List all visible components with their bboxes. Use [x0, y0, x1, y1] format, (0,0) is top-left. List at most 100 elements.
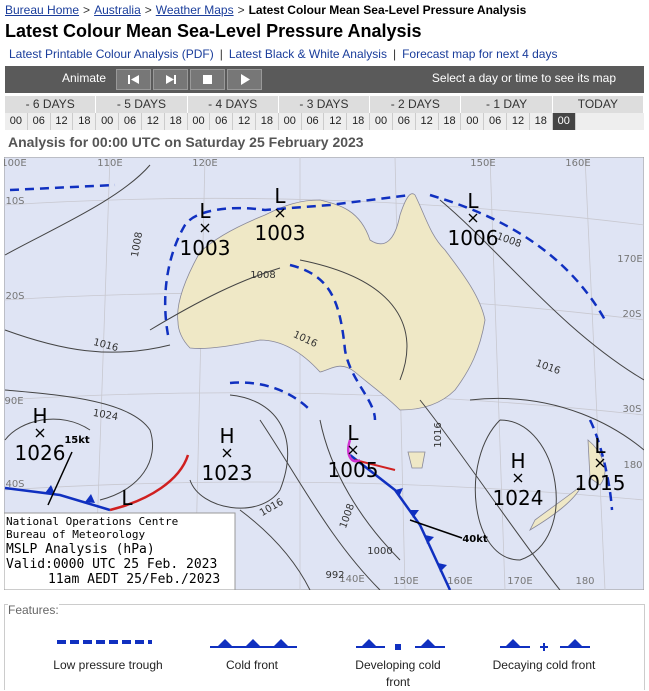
- breadcrumb-separator: >: [144, 3, 152, 17]
- hour-cell[interactable]: 12: [507, 113, 530, 130]
- grid-label: 10S: [5, 196, 24, 207]
- center-mark: [348, 445, 358, 455]
- header-link[interactable]: Latest Printable Colour Analysis (PDF): [9, 47, 214, 61]
- hour-cell[interactable]: 00: [188, 113, 211, 130]
- feature-symbols: [57, 639, 590, 651]
- center-mark: [513, 473, 523, 483]
- hour-cell[interactable]: 18: [73, 113, 97, 130]
- hour-cell[interactable]: 06: [28, 113, 51, 130]
- breadcrumb-link[interactable]: Bureau Home: [5, 3, 80, 17]
- toolbar: Animate Select a day or time to see its …: [5, 66, 644, 93]
- system-symbol: L: [199, 199, 211, 223]
- feature-label: Cold front: [225, 658, 279, 672]
- hour-cell[interactable]: 00: [5, 113, 28, 130]
- grid-label: 110E: [97, 158, 122, 169]
- system-symbol: L: [594, 434, 606, 458]
- day-column: - 5 DAYS 00 06 12 18: [96, 96, 188, 131]
- hour-cell[interactable]: 00: [279, 113, 302, 130]
- day-label[interactable]: - 1 DAY: [461, 96, 553, 113]
- hour-cell[interactable]: 18: [347, 113, 371, 130]
- day-label[interactable]: - 6 DAYS: [5, 96, 97, 113]
- hour-cell[interactable]: 06: [393, 113, 416, 130]
- system-pressure: 1026: [15, 441, 66, 465]
- hour-cell[interactable]: 00: [96, 113, 120, 130]
- hour-cell[interactable]: 00: [552, 113, 576, 130]
- hour-row: 00 06 12 18: [96, 113, 188, 130]
- hour-cell[interactable]: 12: [233, 113, 256, 130]
- isobar-label: 1008: [130, 231, 145, 258]
- hour-cell[interactable]: 18: [439, 113, 462, 130]
- header-link[interactable]: Forecast map for next 4 days: [402, 47, 558, 61]
- hour-cell[interactable]: 12: [142, 113, 165, 130]
- toolbar-hint: Select a day or time to see its map: [431, 71, 616, 85]
- day-column: - 4 DAYS 00 06 12 18: [187, 96, 279, 131]
- links: Latest Printable Colour Analysis (PDF) | L…: [9, 47, 557, 61]
- hour-row: 00 06 12 18: [370, 113, 462, 130]
- grid-label: 150E: [470, 158, 495, 169]
- page-title: Latest Colour Mean Sea-Level Pressure An…: [5, 21, 422, 41]
- grid-label: 30S: [622, 404, 641, 415]
- day-label[interactable]: - 5 DAYS: [96, 96, 188, 113]
- step-button[interactable]: [153, 69, 188, 90]
- day-label[interactable]: - 2 DAYS: [370, 96, 462, 113]
- isobar-label: 992: [325, 570, 344, 581]
- grid-label: 180: [623, 460, 642, 471]
- info-text: Valid:0000 UTC 25 Feb. 2023: [6, 557, 217, 572]
- hour-cell[interactable]: 18: [256, 113, 279, 130]
- day-column: - 3 DAYS 00 06 12 18: [278, 96, 371, 131]
- header-link[interactable]: Latest Black & White Analysis: [228, 47, 387, 61]
- center-mark: [468, 213, 478, 223]
- hour-row: 00 06 12 18: [5, 113, 97, 130]
- center-mark: [595, 458, 605, 468]
- hour-cell[interactable]: 06: [210, 113, 234, 130]
- wind-label: 40kt: [462, 534, 488, 545]
- system-pressure: 1003: [255, 221, 306, 245]
- day-column: TODAY 00: [552, 96, 644, 131]
- day-label[interactable]: - 3 DAYS: [278, 96, 371, 113]
- grid-label: 140E: [339, 574, 364, 585]
- day-column: - 6 DAYS 00 06 12 18: [5, 96, 97, 131]
- info-text: Bureau of Meteorology: [6, 528, 145, 541]
- wind-label: 15kt: [64, 435, 90, 446]
- system-pressure: 1024: [493, 486, 544, 510]
- play-button[interactable]: [227, 69, 262, 90]
- isobar-label: 1016: [433, 422, 444, 447]
- center-mark: [275, 208, 285, 218]
- hour-cell[interactable]: 12: [51, 113, 74, 130]
- stop-button[interactable]: [190, 69, 225, 90]
- center-mark: [222, 448, 232, 458]
- grid-label: 20S: [5, 291, 24, 302]
- system-symbol: H: [219, 424, 234, 448]
- breadcrumb-separator: >: [237, 3, 245, 17]
- system-pressure: 1015: [575, 471, 626, 495]
- hour-cell[interactable]: 12: [416, 113, 439, 130]
- isobar-label: 1024: [92, 408, 119, 423]
- day-label[interactable]: - 4 DAYS: [187, 96, 279, 113]
- grid-label: 160E: [565, 158, 590, 169]
- features-title: Features:: [8, 603, 59, 617]
- rewind-button[interactable]: [116, 69, 151, 90]
- hour-cell[interactable]: 06: [119, 113, 142, 130]
- grid-label: 100E: [4, 158, 27, 169]
- hour-cell[interactable]: 00: [461, 113, 485, 130]
- hour-cell[interactable]: 18: [165, 113, 188, 130]
- breadcrumb-link[interactable]: Weather Maps: [155, 3, 234, 17]
- grid-label: 180: [575, 576, 594, 587]
- day-column: - 1 DAY 00 06 12 18: [461, 96, 553, 131]
- hour-cell[interactable]: 06: [484, 113, 508, 130]
- system-symbol: L: [467, 189, 479, 213]
- hour-cell[interactable]: 00: [370, 113, 393, 130]
- mslp-map: 100E 110E 120E 150E 160E 10S 20S 90E 40S 170E 20S 3…: [4, 157, 644, 590]
- breadcrumb-link[interactable]: Australia: [94, 3, 141, 17]
- hour-cell[interactable]: 18: [530, 113, 553, 130]
- breadcrumb-current: Latest Colour Mean Sea-Level Pressure An…: [248, 3, 527, 17]
- hour-cell[interactable]: 12: [324, 113, 348, 130]
- system-symbol: L: [274, 184, 286, 208]
- hour-cell[interactable]: 06: [302, 113, 325, 130]
- features-box: Features: Low pressure trough Cold front D…: [4, 603, 645, 690]
- feature-label: Developing cold front: [355, 658, 441, 689]
- animate-label: Animate: [62, 71, 107, 85]
- grid-label: 20S: [622, 309, 641, 320]
- day-label[interactable]: TODAY: [552, 96, 644, 113]
